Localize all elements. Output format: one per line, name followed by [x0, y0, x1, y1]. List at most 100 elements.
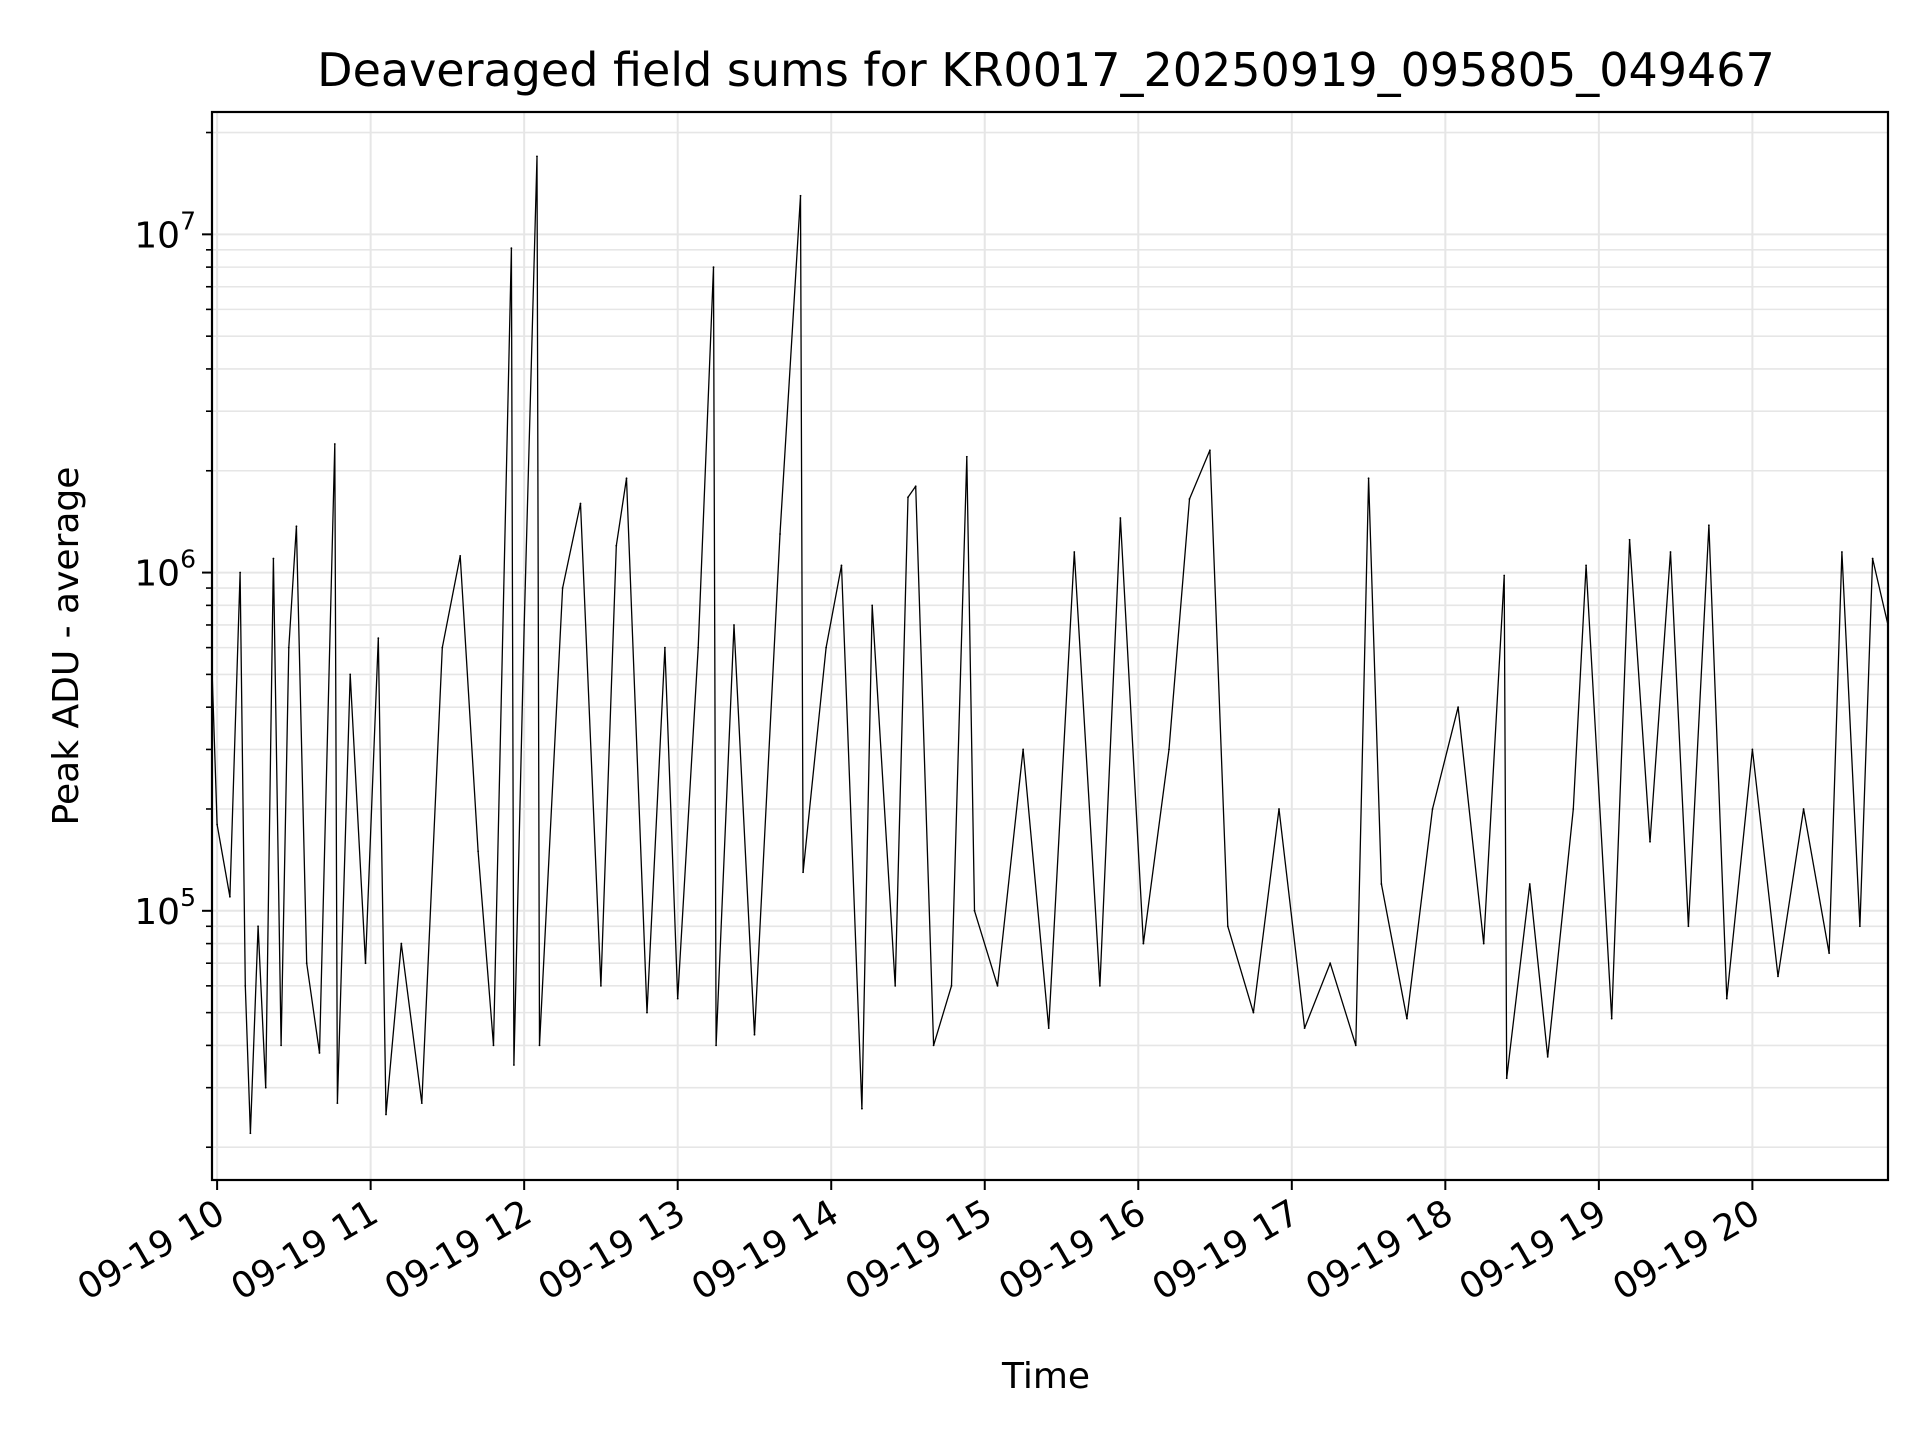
data-point — [280, 1044, 282, 1047]
data-point — [825, 646, 828, 649]
data-point — [1278, 808, 1280, 810]
data-point — [264, 1086, 267, 1089]
data-point — [1142, 942, 1145, 945]
series-group — [211, 155, 1889, 1135]
data-point — [1168, 748, 1170, 751]
data-point — [950, 984, 953, 987]
data-point — [364, 962, 367, 965]
data-point — [257, 925, 259, 928]
data-point — [1119, 517, 1122, 519]
data-point — [1802, 808, 1805, 810]
data-point — [477, 850, 480, 853]
data-point — [1329, 962, 1332, 965]
gridlines — [212, 112, 1888, 1180]
data-point — [697, 646, 700, 649]
data-point — [229, 895, 231, 898]
data-point — [1503, 574, 1506, 577]
plot-frame — [210, 110, 1890, 1182]
x-axis-label: Time — [1001, 1356, 1090, 1397]
data-point — [646, 1011, 648, 1014]
data-point — [400, 942, 403, 945]
data-point — [1252, 1011, 1255, 1014]
data-point — [1406, 1017, 1408, 1020]
data-point — [1628, 538, 1631, 541]
data-point — [799, 194, 802, 197]
data-point — [1725, 997, 1728, 1000]
y-tick-exponent: 5 — [180, 883, 196, 912]
data-point — [861, 1107, 863, 1110]
data-point — [871, 604, 874, 607]
data-point — [239, 571, 242, 574]
data-point — [1528, 883, 1531, 885]
data-point — [459, 555, 462, 557]
data-point — [1669, 551, 1672, 553]
data-point — [305, 962, 308, 965]
data-point — [336, 1102, 339, 1105]
data-point — [1209, 449, 1211, 452]
data-point — [420, 1102, 423, 1105]
data-point — [249, 1132, 252, 1135]
y-tick-label: 106 — [134, 545, 196, 595]
y-axis-label: Peak ADU - average — [46, 467, 87, 826]
data-point — [615, 544, 618, 547]
data-point — [907, 496, 909, 499]
data-point — [1871, 557, 1874, 560]
data-point — [272, 557, 275, 560]
data-point — [385, 1113, 387, 1116]
data-point — [349, 673, 352, 676]
data-point — [1022, 748, 1025, 751]
y-tick-base: 10 — [134, 554, 180, 595]
data-point — [1649, 840, 1651, 843]
data-point — [712, 266, 715, 269]
data-point — [1546, 1055, 1549, 1058]
data-point — [1303, 1027, 1306, 1030]
data-point — [1431, 808, 1434, 810]
data-point — [802, 871, 804, 874]
y-tick-base: 10 — [134, 892, 180, 933]
data-point — [733, 624, 735, 626]
data-point — [1457, 706, 1460, 709]
data-point — [333, 443, 336, 445]
data-point — [600, 984, 602, 987]
y-tick-label: 107 — [134, 206, 196, 256]
data-point — [287, 646, 290, 649]
chart-title: Deaveraged field sums for KR0017_2025091… — [317, 43, 1775, 97]
data-point — [441, 646, 444, 649]
data-point — [216, 823, 219, 826]
data-point — [1828, 952, 1831, 954]
data-point — [1572, 808, 1575, 810]
data-point — [1098, 984, 1101, 987]
data-point — [753, 1033, 756, 1036]
data-point — [1380, 883, 1383, 885]
data-point — [510, 247, 513, 250]
data-point — [1707, 524, 1710, 527]
data-point — [914, 485, 917, 488]
data-point — [1482, 942, 1485, 945]
data-point — [779, 533, 781, 535]
y-tick-label: 105 — [134, 883, 196, 933]
data-point — [1858, 925, 1861, 928]
data-point — [664, 646, 666, 649]
data-point — [561, 587, 564, 589]
data-point — [965, 455, 968, 458]
y-tick-exponent: 6 — [180, 545, 196, 574]
data-point — [318, 1052, 321, 1054]
data-point — [295, 525, 298, 528]
data-point — [840, 564, 843, 567]
data-point — [1841, 551, 1843, 553]
data-point — [1226, 925, 1229, 928]
data-point — [1610, 1017, 1613, 1020]
data-point — [1047, 1027, 1050, 1030]
data-point — [1585, 564, 1587, 567]
data-point — [523, 624, 526, 626]
data-point — [536, 155, 538, 158]
data-point — [513, 1064, 515, 1066]
data-point — [625, 477, 628, 480]
data-point — [973, 909, 976, 912]
data-point — [676, 997, 679, 1000]
data-point — [244, 984, 247, 987]
data-point — [894, 984, 897, 987]
